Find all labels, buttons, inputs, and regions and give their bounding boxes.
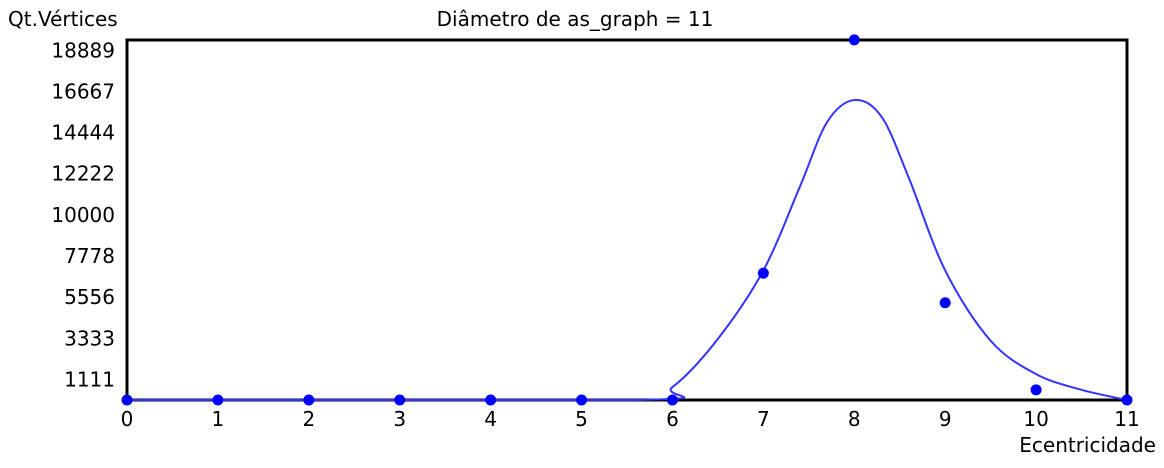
data-point <box>485 394 497 406</box>
y-tick-label: 5556 <box>64 285 115 309</box>
y-tick-label: 10000 <box>51 203 115 227</box>
x-tick-label: 5 <box>575 407 588 431</box>
data-point <box>757 267 769 279</box>
x-tick-label: 1 <box>212 407 225 431</box>
x-axis-label: Ecentricidade <box>1019 433 1156 457</box>
x-tick-label: 0 <box>121 407 134 431</box>
y-tick-label: 18889 <box>51 38 115 62</box>
x-tick-label: 11 <box>1114 407 1139 431</box>
x-tick-label: 2 <box>302 407 315 431</box>
data-point <box>394 394 406 406</box>
data-point <box>666 394 678 406</box>
data-point <box>303 394 315 406</box>
data-point <box>939 297 951 309</box>
x-tick-label: 4 <box>484 407 497 431</box>
x-tick-labels: 0 1 2 3 4 5 6 7 8 9 10 11 <box>121 407 1140 431</box>
data-point <box>1121 394 1133 406</box>
data-point <box>212 394 224 406</box>
y-tick-labels: 1111 3333 5556 7778 10000 12222 14444 16667 1888… <box>51 38 115 391</box>
data-point <box>121 394 133 406</box>
data-point <box>1030 384 1042 396</box>
x-tick-label: 6 <box>666 407 679 431</box>
data-point <box>576 394 588 406</box>
data-points <box>121 34 1133 406</box>
y-tick-label: 16667 <box>51 79 115 103</box>
data-point <box>848 34 860 46</box>
y-axis-label: Qt.Vértices <box>8 7 118 31</box>
y-tick-label: 14444 <box>51 121 115 145</box>
x-tick-label: 3 <box>393 407 406 431</box>
y-tick-label: 7778 <box>64 244 115 268</box>
x-tick-label: 10 <box>1023 407 1048 431</box>
x-tick-label: 8 <box>848 407 861 431</box>
chart-title: Diâmetro de as_graph = 11 <box>437 7 714 31</box>
x-tick-label: 7 <box>757 407 770 431</box>
x-tick-label: 9 <box>939 407 952 431</box>
y-tick-label: 12222 <box>51 162 115 186</box>
y-tick-label: 1111 <box>64 367 115 391</box>
y-tick-label: 3333 <box>64 326 115 350</box>
plot-frame <box>125 38 1129 402</box>
fit-curve-line <box>127 98 1128 402</box>
